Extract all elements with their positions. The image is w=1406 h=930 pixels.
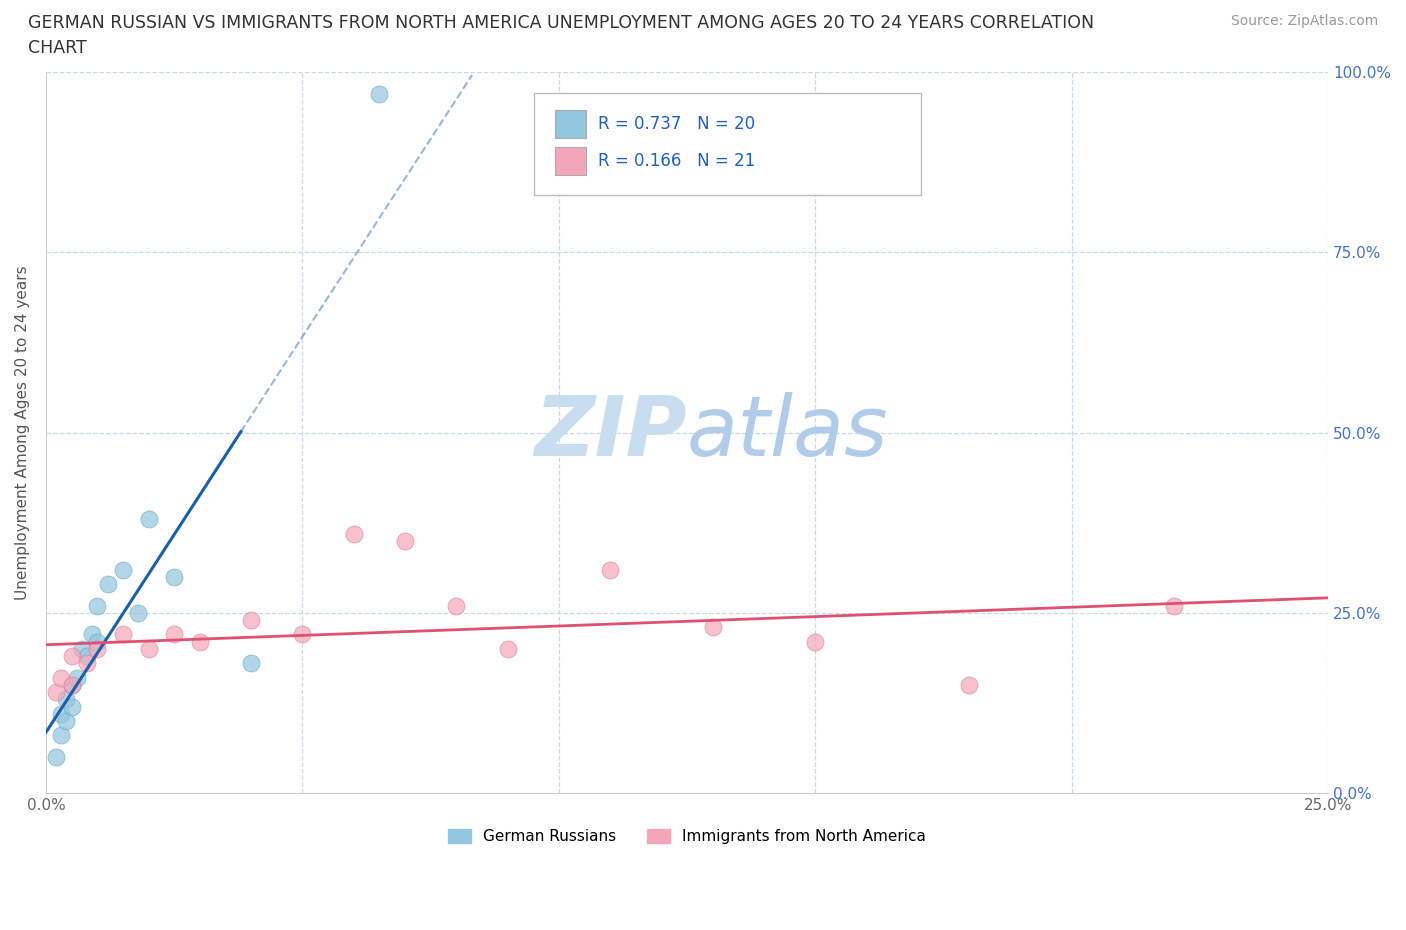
Text: Source: ZipAtlas.com: Source: ZipAtlas.com xyxy=(1230,14,1378,28)
Point xyxy=(702,619,724,634)
Point xyxy=(86,634,108,649)
Point xyxy=(55,692,77,707)
Point xyxy=(60,678,83,693)
Point xyxy=(291,627,314,642)
Point xyxy=(496,642,519,657)
Text: atlas: atlas xyxy=(688,392,889,473)
Point xyxy=(163,627,186,642)
Point xyxy=(138,512,160,526)
Point xyxy=(82,627,104,642)
Text: R = 0.737   N = 20: R = 0.737 N = 20 xyxy=(598,114,755,133)
Point xyxy=(127,605,149,620)
Point xyxy=(55,713,77,728)
Point xyxy=(599,562,621,577)
Point xyxy=(1163,598,1185,613)
Point xyxy=(240,656,263,671)
Text: CHART: CHART xyxy=(28,39,87,57)
Point xyxy=(86,598,108,613)
Point xyxy=(86,642,108,657)
Point xyxy=(96,577,118,591)
Point xyxy=(66,671,89,685)
Text: ZIP: ZIP xyxy=(534,392,688,473)
Point xyxy=(60,648,83,663)
Point xyxy=(76,648,98,663)
Point xyxy=(51,671,73,685)
Point xyxy=(163,569,186,584)
Text: R = 0.166   N = 21: R = 0.166 N = 21 xyxy=(598,152,755,170)
Point xyxy=(804,634,827,649)
Point xyxy=(368,86,391,101)
Point xyxy=(60,678,83,693)
Point xyxy=(45,750,67,764)
Point xyxy=(138,642,160,657)
Point xyxy=(51,728,73,743)
Point xyxy=(343,526,366,541)
Text: GERMAN RUSSIAN VS IMMIGRANTS FROM NORTH AMERICA UNEMPLOYMENT AMONG AGES 20 TO 24: GERMAN RUSSIAN VS IMMIGRANTS FROM NORTH … xyxy=(28,14,1094,32)
Point xyxy=(240,613,263,628)
Point xyxy=(188,634,211,649)
Point xyxy=(51,707,73,722)
Point xyxy=(70,642,93,657)
Point xyxy=(957,678,980,693)
Point xyxy=(45,684,67,699)
Point xyxy=(76,656,98,671)
Point xyxy=(60,699,83,714)
Legend: German Russians, Immigrants from North America: German Russians, Immigrants from North A… xyxy=(441,823,932,850)
Point xyxy=(394,533,416,548)
Point xyxy=(111,627,134,642)
Point xyxy=(111,562,134,577)
Y-axis label: Unemployment Among Ages 20 to 24 years: Unemployment Among Ages 20 to 24 years xyxy=(15,265,30,600)
Point xyxy=(446,598,468,613)
